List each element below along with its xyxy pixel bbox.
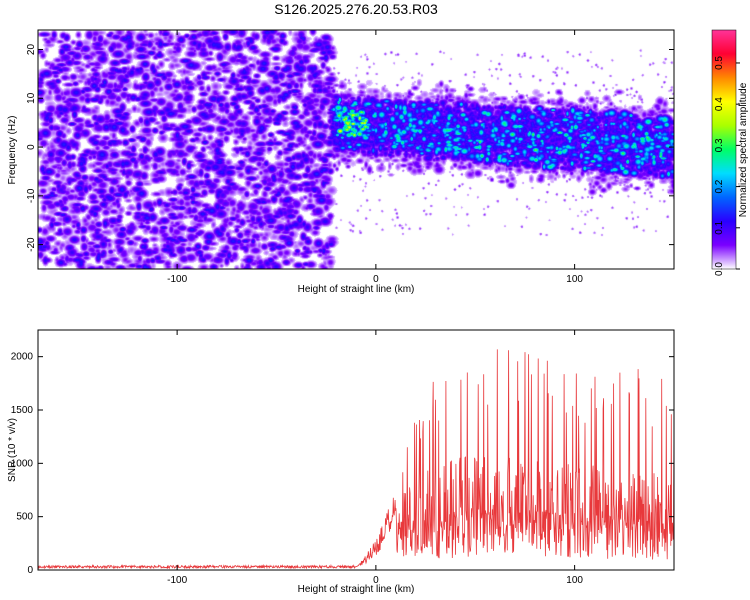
snr-xtick-label: 100 — [566, 575, 583, 586]
snr-ytick-label: 500 — [16, 512, 33, 523]
spectrogram-ytick-label: -20 — [26, 237, 37, 252]
snr-ytick-label: 2000 — [11, 352, 34, 363]
colorbar: 0.0 0.1 0.2 0.3 0.4 0.5 Normalized spectral a… — [711, 29, 749, 276]
snr-xlabel: Height of straight line (km) — [298, 584, 415, 595]
colorbar-tick-label: 0.0 — [714, 262, 725, 276]
snr-ylabel: SNR (10 * v/v) — [7, 418, 18, 482]
spectrogram-xtick-label: 0 — [373, 274, 379, 285]
colorbar-gradient — [711, 29, 737, 270]
colorbar-tick-label: 0.1 — [714, 220, 725, 234]
snr-xtick-label: 0 — [373, 575, 379, 586]
snr-ytick-label: 1500 — [11, 405, 34, 416]
colorbar-tick-label: 0.5 — [714, 56, 725, 70]
spectrogram-ytick-label: 20 — [26, 44, 37, 56]
spectrogram-ylabel: Frequency (Hz) — [7, 116, 18, 185]
chart-title: S126.2025.276.20.53.R03 — [274, 1, 438, 17]
spectrogram-xtick-label: 100 — [566, 274, 583, 285]
snr-ytick-label: 1000 — [11, 458, 34, 469]
colorbar-ticks: 0.0 0.1 0.2 0.3 0.4 0.5 — [714, 56, 740, 276]
snr-series-line — [37, 349, 675, 570]
colorbar-tick-label: 0.4 — [714, 97, 725, 111]
spectrogram-image — [38, 30, 674, 269]
colorbar-tick-label: 0.3 — [714, 138, 725, 152]
colorbar-tick-label: 0.2 — [714, 179, 725, 193]
spectrogram-xlabel: Height of straight line (km) — [298, 284, 415, 295]
spectrogram-ytick-label: -10 — [26, 188, 37, 203]
spectrogram-ytick-label: 0 — [26, 144, 37, 150]
snr-xtick-label: -100 — [167, 575, 187, 586]
snr-ytick-label: 0 — [27, 565, 33, 576]
spectrogram-xtick-label: -100 — [167, 274, 187, 285]
colorbar-label: Normalized spectral amplitude — [738, 82, 749, 217]
snr-frame — [37, 329, 675, 571]
spectrogram-frame — [37, 29, 675, 270]
spectrogram-ytick-label: 10 — [26, 92, 37, 104]
